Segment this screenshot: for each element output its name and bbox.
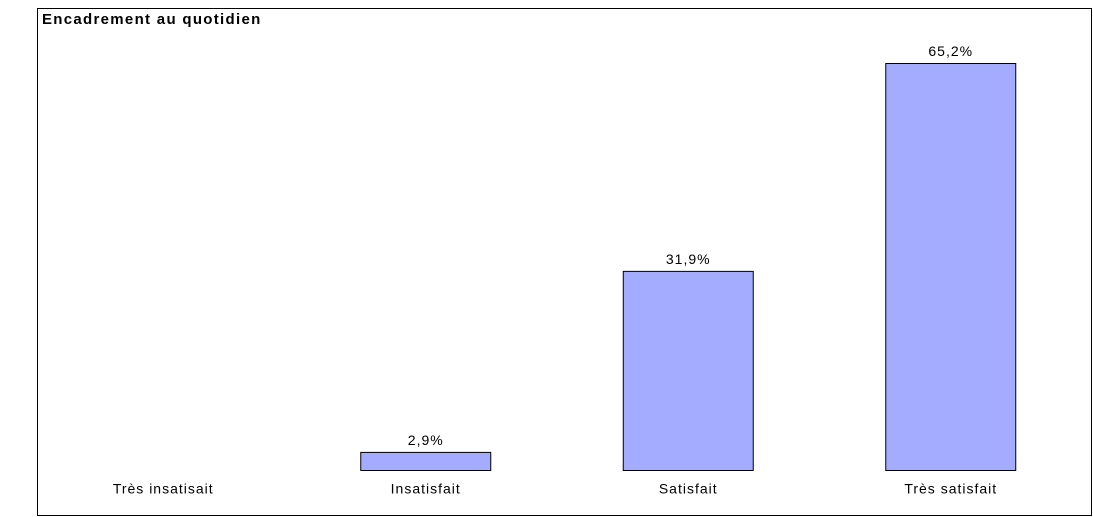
x-tick-label: Très insatisait (113, 481, 214, 497)
data-label: 31,9% (666, 251, 711, 267)
bar (360, 451, 492, 472)
bar (622, 270, 754, 471)
chart-title: Encadrement au quotidien (42, 11, 262, 28)
data-label: 2,9% (408, 432, 444, 448)
data-label: 65,2% (928, 43, 973, 59)
bar (885, 63, 1017, 471)
x-tick-label: Très satisfait (904, 481, 997, 497)
x-tick-label: Insatisfait (391, 481, 461, 497)
x-tick-label: Satisfait (659, 481, 718, 497)
